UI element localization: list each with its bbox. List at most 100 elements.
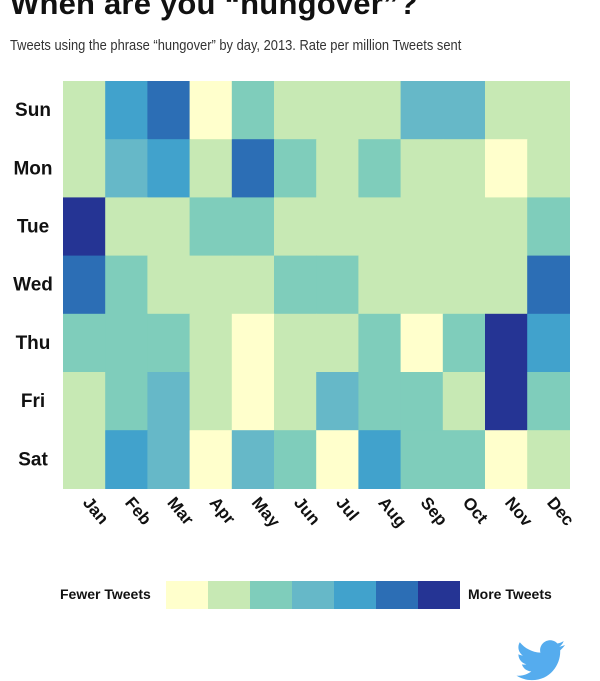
heatmap-cell-mon-jun: [274, 139, 317, 198]
heatmap-cell-wed-jul: [316, 255, 359, 315]
legend-swatch: [292, 581, 334, 609]
heatmap-cell-tue-jul: [316, 197, 359, 257]
heatmap-cell-thu-mar: [147, 313, 191, 373]
heatmap-cell-tue-feb: [105, 197, 148, 257]
y-tick-label: Tue: [17, 217, 49, 238]
heatmap-cell-fri-dec: [527, 372, 570, 431]
heatmap-cell-sat-jan: [63, 430, 106, 489]
heatmap-cell-sun-may: [231, 81, 275, 140]
heatmap-cell-fri-oct: [442, 372, 486, 431]
x-tick-label: Oct: [459, 493, 492, 527]
heatmap-cell-mon-nov: [485, 139, 528, 198]
chart-title: When are you “hungover”?: [10, 0, 418, 21]
chart-subtitle: Tweets using the phrase “hungover” by da…: [10, 37, 462, 54]
heatmap-cell-fri-aug: [358, 372, 402, 431]
x-tick-label: May: [248, 493, 284, 531]
heatmap-cell-fri-jan: [63, 372, 106, 431]
legend-low-label: Fewer Tweets: [60, 586, 151, 602]
heatmap-cell-wed-nov: [485, 255, 528, 315]
heatmap-cell-mon-feb: [105, 139, 148, 198]
y-tick-label: Fri: [21, 391, 45, 412]
heatmap-cell-sat-dec: [527, 430, 570, 489]
heatmap-cell-sun-nov: [485, 81, 528, 140]
heatmap-cell-sun-jul: [316, 81, 359, 140]
heatmap-cell-thu-sep: [400, 313, 444, 373]
legend-swatch: [250, 581, 292, 609]
heatmap-cell-thu-jul: [316, 313, 359, 373]
heatmap-cell-sun-oct: [442, 81, 486, 140]
heatmap-cell-mon-mar: [147, 139, 191, 198]
heatmap-cell-sun-aug: [358, 81, 402, 140]
x-tick-label: Aug: [374, 493, 410, 531]
heatmap-cell-sun-apr: [189, 81, 233, 140]
x-tick-label: Jun: [290, 493, 324, 528]
heatmap-cell-mon-apr: [189, 139, 233, 198]
heatmap-cell-thu-apr: [189, 313, 233, 373]
heatmap-cell-mon-aug: [358, 139, 402, 198]
heatmap-cell-wed-oct: [442, 255, 486, 315]
heatmap-cell-wed-dec: [527, 255, 570, 315]
heatmap-cell-wed-may: [231, 255, 275, 315]
heatmap-cell-tue-apr: [189, 197, 233, 257]
heatmap-cell-mon-oct: [442, 139, 486, 198]
heatmap-cell-tue-nov: [485, 197, 528, 257]
heatmap-cell-thu-aug: [358, 313, 402, 373]
heatmap-cell-tue-jan: [63, 197, 106, 257]
heatmap-cell-tue-aug: [358, 197, 402, 257]
heatmap-cell-mon-jul: [316, 139, 359, 198]
heatmap-cell-sun-feb: [105, 81, 148, 140]
heatmap-cell-fri-jun: [274, 372, 317, 431]
heatmap-cell-wed-feb: [105, 255, 148, 315]
heatmap-cell-sun-mar: [147, 81, 191, 140]
heatmap-cell-sat-sep: [400, 430, 444, 489]
heatmap-cell-sat-apr: [189, 430, 233, 489]
heatmap-cell-fri-feb: [105, 372, 148, 431]
heatmap-cell-sun-dec: [527, 81, 570, 140]
heatmap-cell-sat-aug: [358, 430, 402, 489]
twitter-bird-icon: [516, 640, 565, 681]
y-tick-label: Thu: [16, 333, 51, 354]
heatmap-chart: Sun Mon Tue Wed Thu Fri Sat Jan Feb Mar Apr May Jun J…: [13, 81, 578, 531]
x-tick-label: Nov: [501, 493, 537, 530]
heatmap-cell-sat-feb: [105, 430, 148, 489]
legend-swatch: [418, 581, 460, 609]
heatmap-cell-wed-mar: [147, 255, 191, 315]
heatmap-cell-tue-mar: [147, 197, 191, 257]
x-tick-label: Sep: [417, 493, 452, 529]
heatmap-cell-sun-jun: [274, 81, 317, 140]
x-tick-label: Apr: [206, 493, 240, 528]
heatmap-cell-fri-may: [231, 372, 275, 431]
heatmap-cell-mon-may: [231, 139, 275, 198]
heatmap-cell-wed-jan: [63, 255, 106, 315]
legend-high-label: More Tweets: [468, 586, 552, 602]
heatmap-cell-thu-nov: [485, 313, 528, 373]
y-tick-label: Sat: [18, 449, 48, 470]
x-tick-label: Jan: [79, 493, 112, 528]
heatmap-cell-tue-jun: [274, 197, 317, 257]
y-tick-label: Mon: [13, 158, 52, 179]
heatmap-cell-thu-may: [231, 313, 275, 373]
heatmap-cell-wed-sep: [400, 255, 444, 315]
heatmap-cell-fri-apr: [189, 372, 233, 431]
heatmap-cell-sat-jul: [316, 430, 359, 489]
heatmap-cell-sat-mar: [147, 430, 191, 489]
heatmap-cell-mon-dec: [527, 139, 570, 198]
heatmap-cell-wed-jun: [274, 255, 317, 315]
legend-swatch: [208, 581, 250, 609]
legend-swatch: [166, 581, 208, 609]
heatmap-cell-sat-nov: [485, 430, 528, 489]
heatmap-cell-thu-oct: [442, 313, 486, 373]
heatmap-cell-fri-jul: [316, 372, 359, 431]
heatmap-cell-sun-jan: [63, 81, 106, 140]
legend-swatch: [334, 581, 376, 609]
y-tick-label: Sun: [15, 100, 51, 121]
heatmap-cell-tue-sep: [400, 197, 444, 257]
heatmap-cell-sat-oct: [442, 430, 486, 489]
heatmap-cell-thu-dec: [527, 313, 570, 373]
heatmap-cell-tue-dec: [527, 197, 570, 257]
heatmap-cell-wed-aug: [358, 255, 402, 315]
x-tick-label: Jul: [332, 493, 362, 524]
heatmap-cell-sat-may: [231, 430, 275, 489]
y-tick-label: Wed: [13, 275, 53, 296]
heatmap-cell-tue-may: [231, 197, 275, 257]
